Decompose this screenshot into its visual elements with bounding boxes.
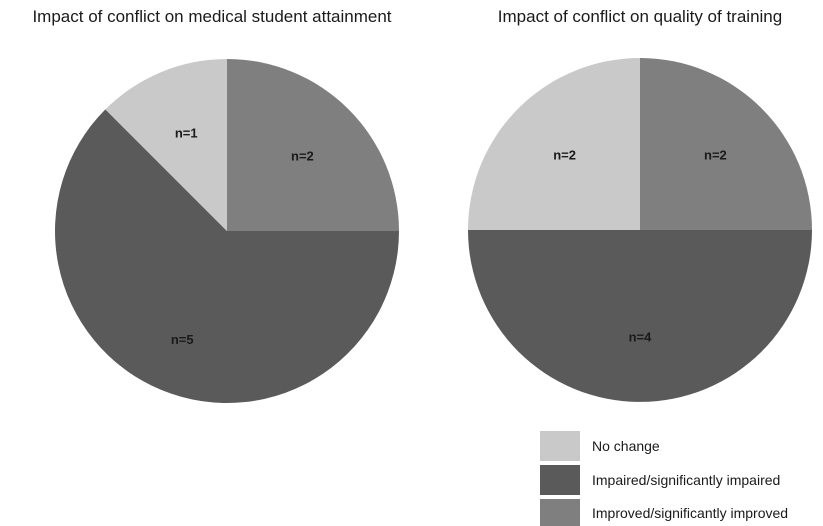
slice-label-improved: n=2 [704, 148, 727, 163]
legend-label-impaired: Impaired/significantly impaired [592, 472, 780, 488]
pie-slice-no-change [105, 59, 227, 231]
legend-label-no-change: No change [592, 438, 660, 454]
slice-label-improved: n=2 [291, 149, 314, 164]
pie-slice-impaired [54, 109, 400, 404]
pie-slice-impaired [468, 230, 812, 402]
legend-swatch-impaired [540, 465, 580, 495]
legend-label-improved: Improved/significantly improved [592, 505, 788, 521]
slice-label-impaired: n=4 [629, 330, 653, 345]
legend-swatch-no-change [540, 431, 580, 461]
pie-slice-improved [640, 58, 812, 230]
legend: No change Impaired/significantly impaire… [540, 431, 788, 526]
slice-label-no-change: n=1 [175, 126, 198, 141]
chart-title-2: Impact of conflict on quality of trainin… [498, 7, 782, 26]
pie-chart-1: Impact of conflict on medical student at… [32, 7, 400, 404]
legend-swatch-improved [540, 499, 580, 526]
chart-title-1: Impact of conflict on medical student at… [32, 7, 391, 26]
pie-charts: Impact of conflict on medical student at… [32, 7, 812, 404]
pie-slice-no-change [468, 58, 640, 230]
pie-slice-improved [227, 59, 399, 231]
slice-label-no-change: n=2 [553, 148, 576, 163]
slice-label-impaired: n=5 [171, 332, 194, 347]
pie-chart-2: Impact of conflict on quality of trainin… [468, 7, 812, 402]
